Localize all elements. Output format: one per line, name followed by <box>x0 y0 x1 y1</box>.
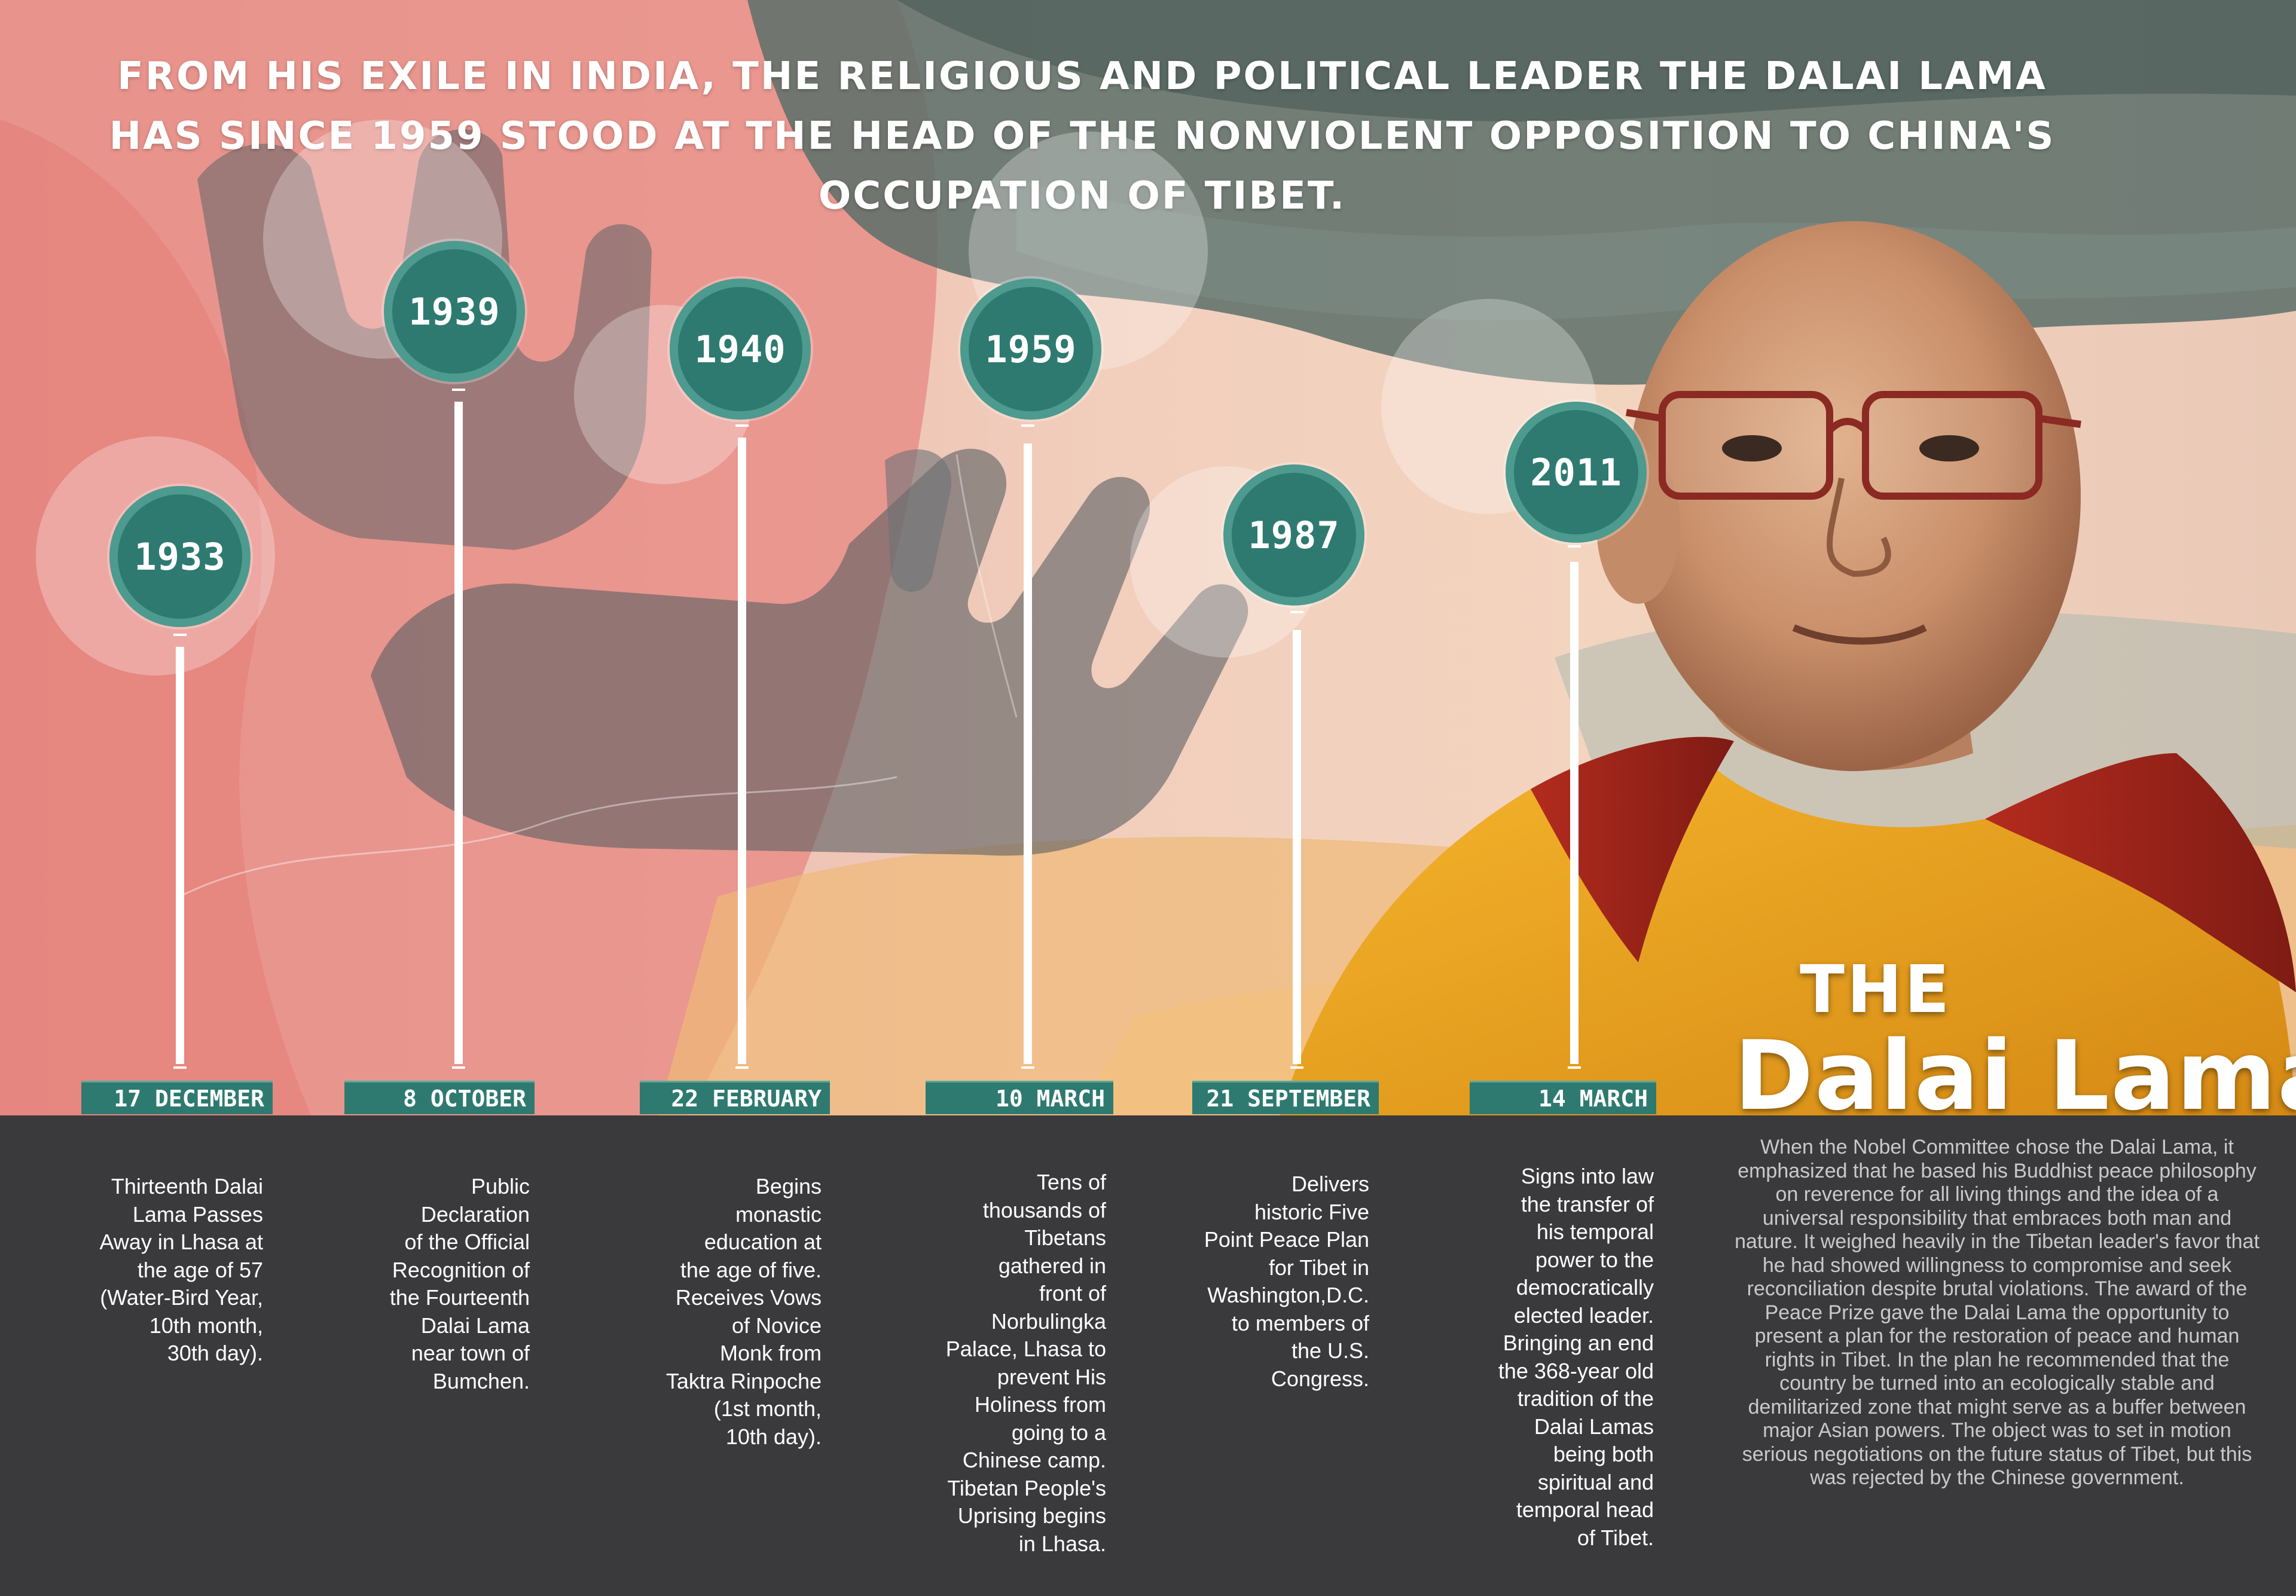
timeline-stem-2011 <box>1570 562 1578 1064</box>
stem-cap <box>452 1066 465 1069</box>
nobel-summary: When the Nobel Committee chose the Dalai… <box>1735 1136 2260 1489</box>
timeline-stem-1933 <box>176 647 184 1064</box>
timeline-stem-1939 <box>454 402 463 1064</box>
timeline-stem-1959 <box>1024 444 1032 1064</box>
date-tab-1933: 17 DECEMBER <box>81 1081 273 1114</box>
brand-the: THE <box>1800 951 1952 1028</box>
event-description-1940: Begins monastic education at the age of … <box>665 1174 822 1449</box>
event-description-2011: Signs into law the transfer of his tempo… <box>1498 1164 1654 1550</box>
dalai-lama-portrait <box>1280 221 2296 1115</box>
year-badge-2011: 2011 <box>1506 402 1647 543</box>
timeline-stem-1940 <box>738 438 746 1064</box>
date-tab-1987: 21 SEPTEMBER <box>1192 1081 1379 1114</box>
stem-cap <box>1021 1066 1034 1069</box>
event-description-1987: Delivers historic Five Point Peace Plan … <box>1204 1172 1369 1391</box>
stem-cap <box>1290 611 1303 613</box>
year-badge-1987: 1987 <box>1223 464 1364 606</box>
info-panel <box>0 1115 2296 1596</box>
stem-cap <box>735 1066 749 1069</box>
brand-title: THE Dalai Lama <box>1734 951 2296 1116</box>
year-badge-1933: 1933 <box>109 486 251 627</box>
date-tab-1939: 8 OCTOBER <box>344 1081 535 1114</box>
stem-cap <box>1290 1066 1303 1069</box>
brand-name: Dalai Lama <box>1734 1020 2296 1116</box>
timeline-stem-1987 <box>1293 630 1301 1064</box>
stem-cap <box>735 424 749 427</box>
year-badge-1939: 1939 <box>384 241 525 382</box>
stem-cap <box>452 389 465 391</box>
hero-artwork: From his exile in India, the religious a… <box>0 0 2296 1115</box>
date-tab-1959: 10 MARCH <box>926 1081 1113 1114</box>
stem-cap <box>173 634 187 636</box>
headline: From his exile in India, the religious a… <box>109 54 2056 218</box>
stem-cap <box>173 1066 187 1069</box>
event-description-1939: Public Declaration of the Official Recog… <box>389 1174 530 1393</box>
date-tab-1940: 22 FEBRUARY <box>640 1081 830 1114</box>
stem-cap <box>1021 424 1034 427</box>
event-description-1959: Tens of thousands of Tibetans gathered i… <box>945 1170 1106 1556</box>
stem-cap <box>1568 545 1581 548</box>
date-tab-2011: 14 MARCH <box>1470 1081 1656 1114</box>
year-badge-1959: 1959 <box>960 279 1101 420</box>
year-badge-1940: 1940 <box>670 279 811 420</box>
stem-cap <box>1568 1066 1581 1069</box>
event-description-1933: Thirteenth Dalai Lama Passes Away in Lha… <box>99 1174 263 1365</box>
